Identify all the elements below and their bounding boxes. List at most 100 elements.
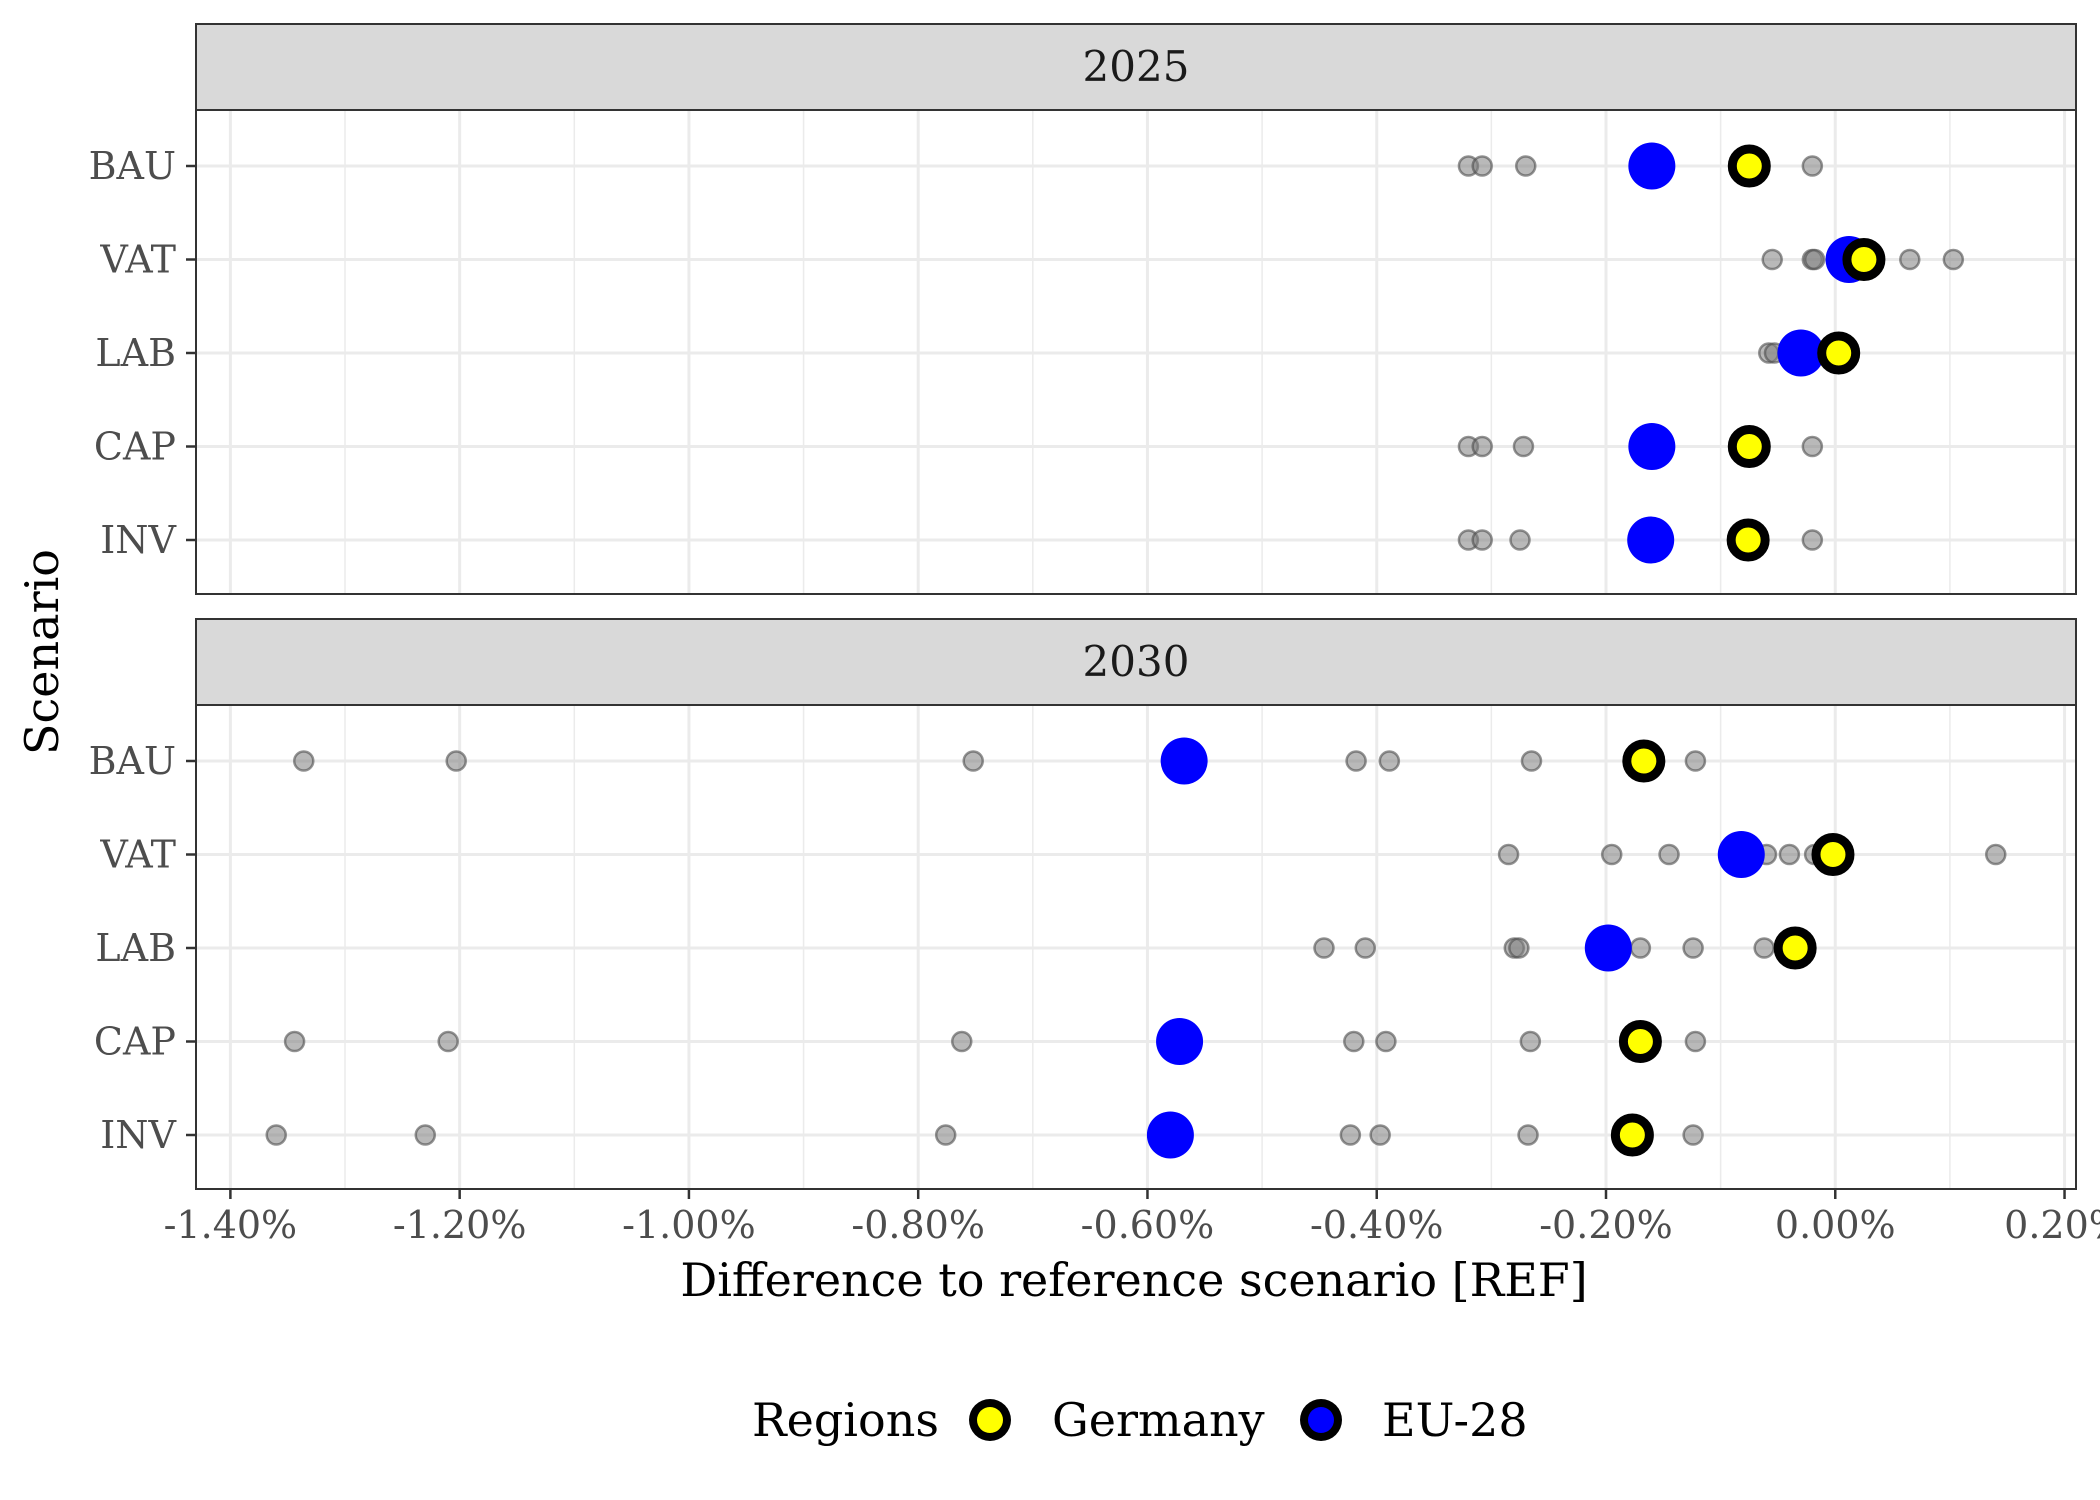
point-eu28 xyxy=(1160,737,1208,785)
point-other-region xyxy=(951,1030,973,1053)
point-other-region xyxy=(293,750,315,772)
point-other-region xyxy=(1509,529,1531,551)
point-eu28 xyxy=(1584,924,1632,972)
point-other-region xyxy=(1515,155,1537,177)
point-other-region xyxy=(1520,750,1543,772)
point-other-region xyxy=(1753,937,1775,959)
point-eu28 xyxy=(1156,1018,1204,1065)
point-other-region xyxy=(1761,248,1783,271)
strip-label: 2025 xyxy=(1083,42,1190,91)
point-other-region xyxy=(1471,435,1493,458)
point-other-region xyxy=(1899,248,1921,271)
x-tick-label: 0.00% xyxy=(1775,1203,1896,1247)
panel-2025: 2025 BAU VAT LAB CAP INV xyxy=(89,23,2077,595)
point-other-region xyxy=(445,750,467,772)
x-axis-title: Difference to reference scenario [REF] xyxy=(680,1253,1587,1307)
y-tick-label-lab: LAB xyxy=(95,331,176,375)
strip-label: 2030 xyxy=(1083,637,1190,686)
y-tick-label-cap: CAP xyxy=(94,1020,176,1064)
x-axis: -1.40% -1.20% -1.00% -0.80% -0.60% -0.40% -0.2… xyxy=(164,1189,2100,1247)
y-tick-label-bau: BAU xyxy=(89,144,176,188)
x-tick-label: 0.20% xyxy=(2004,1203,2100,1247)
point-other-region xyxy=(1354,937,1377,959)
legend-label-germany: Germany xyxy=(1052,1393,1265,1447)
point-other-region xyxy=(437,1030,459,1053)
point-other-region xyxy=(1375,1030,1397,1053)
point-other-region xyxy=(962,750,984,772)
y-tick-label-vat: VAT xyxy=(99,238,176,282)
point-other-region xyxy=(1471,529,1493,551)
point-germany xyxy=(1622,739,1666,783)
point-other-region xyxy=(1600,843,1623,866)
point-other-region xyxy=(1345,750,1367,772)
point-other-region xyxy=(1343,1030,1365,1053)
x-tick-label: -0.60% xyxy=(1081,1203,1215,1247)
point-other-region xyxy=(1519,1030,1542,1053)
point-other-region xyxy=(1801,435,1824,458)
strip-2030 xyxy=(195,618,2077,706)
y-axis-title: Scenario xyxy=(15,549,69,755)
x-tick-label: -1.00% xyxy=(622,1203,756,1247)
point-other-region xyxy=(1985,843,2007,866)
legend-title: Regions xyxy=(752,1393,939,1447)
point-germany xyxy=(1817,331,1861,375)
point-other-region xyxy=(283,1030,306,1053)
point-other-region xyxy=(1629,937,1652,959)
x-tick-label: -0.80% xyxy=(851,1203,985,1247)
point-other-region xyxy=(1778,843,1801,866)
point-other-region xyxy=(1682,1124,1704,1146)
point-other-region xyxy=(1313,937,1335,959)
point-other-region xyxy=(1684,750,1707,772)
point-other-region xyxy=(934,1124,957,1146)
legend-label-eu-28: EU-28 xyxy=(1382,1393,1528,1447)
panel-2030: 2030 BAU VAT LAB CAP INV xyxy=(89,618,2077,1190)
y-tick-label-bau: BAU xyxy=(89,739,176,783)
point-eu28 xyxy=(1628,423,1676,470)
point-other-region xyxy=(414,1124,437,1146)
x-tick-label: -0.40% xyxy=(1310,1203,1444,1247)
point-other-region xyxy=(1684,1030,1707,1053)
point-eu28 xyxy=(1628,142,1676,190)
point-germany xyxy=(1610,1113,1654,1157)
point-other-region xyxy=(1508,937,1530,959)
legend: Regions Germany EU-28 xyxy=(752,1393,1528,1447)
point-other-region xyxy=(1471,155,1493,177)
point-germany xyxy=(1726,518,1770,562)
point-other-region xyxy=(1517,1124,1539,1146)
legend-key-germany xyxy=(977,1407,1003,1433)
point-germany xyxy=(1842,238,1886,281)
point-germany xyxy=(1727,144,1771,188)
point-other-region xyxy=(1369,1124,1391,1146)
point-other-region xyxy=(1803,248,1826,271)
point-other-region xyxy=(1801,155,1824,177)
point-other-region xyxy=(1512,435,1535,458)
point-other-region xyxy=(1497,843,1520,866)
point-eu28 xyxy=(1146,1111,1194,1159)
point-germany xyxy=(1773,926,1817,970)
point-eu28 xyxy=(1777,329,1825,377)
legend-key-eu-28 xyxy=(1308,1407,1334,1433)
y-tick-label-inv: INV xyxy=(100,1113,176,1157)
point-other-region xyxy=(1801,529,1824,551)
point-germany xyxy=(1811,833,1855,876)
point-other-region xyxy=(1658,843,1680,866)
y-tick-label-cap: CAP xyxy=(94,425,176,469)
point-other-region xyxy=(1339,1124,1362,1146)
strip-2025 xyxy=(195,23,2077,111)
point-other-region xyxy=(1942,248,1965,271)
y-tick-label-lab: LAB xyxy=(95,926,176,970)
point-germany xyxy=(1727,425,1771,468)
point-eu28 xyxy=(1717,831,1765,878)
point-germany xyxy=(1618,1020,1662,1063)
facet-panels: 2025 BAU VAT LAB CAP INV 2030 BAU VAT LAB CAP INV xyxy=(89,23,2077,1190)
point-other-region xyxy=(265,1124,287,1146)
x-tick-label: -1.40% xyxy=(164,1203,298,1247)
point-other-region xyxy=(1378,750,1401,772)
y-tick-label-vat: VAT xyxy=(99,833,176,877)
y-tick-label-inv: INV xyxy=(100,518,176,562)
point-eu28 xyxy=(1627,516,1675,564)
x-tick-label: -1.20% xyxy=(393,1203,527,1247)
x-tick-label: -0.20% xyxy=(1539,1203,1673,1247)
point-other-region xyxy=(1682,937,1704,959)
